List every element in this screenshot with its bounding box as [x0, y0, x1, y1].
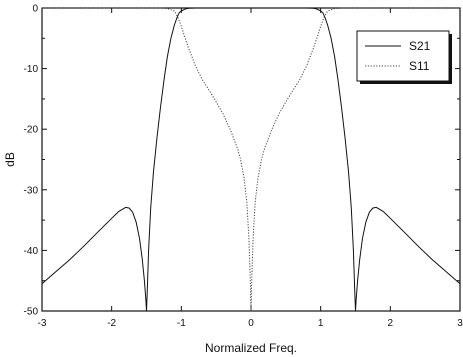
x-axis: -3 -2 -1 0 1 2 3 [38, 8, 463, 329]
series-s21-line [41, 7, 461, 312]
legend-label-s11: S11 [409, 59, 430, 73]
series-layer [41, 7, 461, 312]
x-tick-label: 1 [318, 318, 324, 329]
y-axis: 0 -10 -20 -30 -40 -50 [24, 4, 460, 318]
legend-box [356, 30, 450, 82]
y-tick-label: -20 [24, 125, 39, 136]
legend-label-s21: S21 [409, 39, 431, 53]
y-tick-label: 0 [32, 4, 38, 15]
y-tick-label: -40 [24, 246, 39, 257]
y-tick-label: -30 [24, 185, 39, 196]
x-tick-label: -2 [107, 318, 116, 329]
y-tick-label: -50 [24, 307, 39, 318]
y-tick-label: -10 [24, 64, 39, 75]
x-axis-label: Normalized Freq. [205, 341, 297, 355]
x-tick-label: -3 [38, 318, 47, 329]
x-tick-label: 0 [248, 318, 254, 329]
x-tick-label: 3 [457, 318, 463, 329]
series-s11-line [42, 7, 460, 312]
x-tick-label: 2 [388, 318, 394, 329]
y-axis-label: dB [3, 152, 17, 167]
x-tick-label: -1 [177, 318, 186, 329]
